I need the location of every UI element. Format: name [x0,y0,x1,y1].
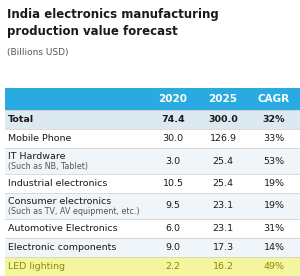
Text: 74.4: 74.4 [161,115,185,124]
Bar [5,257,300,276]
Bar [5,238,300,257]
Text: Automotive Electronics: Automotive Electronics [8,224,118,233]
Text: 23.1: 23.1 [212,224,234,233]
Text: 2020: 2020 [158,94,188,104]
Text: 31%: 31% [263,224,285,233]
Text: 10.5: 10.5 [163,179,184,188]
Bar [5,219,300,238]
Text: (Billions USD): (Billions USD) [7,48,68,57]
Text: 49%: 49% [263,262,284,271]
Text: (Such as TV, AV equipment, etc.): (Such as TV, AV equipment, etc.) [8,207,140,216]
Text: (Such as NB, Tablet): (Such as NB, Tablet) [8,162,88,171]
Text: 32%: 32% [263,115,285,124]
Bar [5,88,300,110]
Text: IT Hardware: IT Hardware [8,152,65,161]
Text: 33%: 33% [263,134,285,143]
Text: 25.4: 25.4 [212,156,233,166]
Bar [5,193,300,219]
Text: Industrial electronics: Industrial electronics [8,179,107,188]
Text: 53%: 53% [263,156,285,166]
Text: 25.4: 25.4 [212,179,233,188]
Text: Electronic components: Electronic components [8,243,116,252]
Text: CAGR: CAGR [258,94,290,104]
Text: Mobile Phone: Mobile Phone [8,134,71,143]
Text: 16.2: 16.2 [212,262,233,271]
Text: 300.0: 300.0 [208,115,238,124]
Text: 17.3: 17.3 [212,243,234,252]
Bar [5,174,300,193]
Text: 19%: 19% [263,179,284,188]
Text: 126.9: 126.9 [209,134,236,143]
Text: 9.5: 9.5 [166,201,181,211]
Text: Total: Total [8,115,34,124]
Text: 2025: 2025 [208,94,238,104]
Bar [5,110,300,129]
Text: Consumer electronics: Consumer electronics [8,197,111,206]
Text: 2.2: 2.2 [166,262,181,271]
Text: 19%: 19% [263,201,284,211]
Text: India electronics manufacturing
production value forecast: India electronics manufacturing producti… [7,8,219,38]
Text: LED lighting: LED lighting [8,262,65,271]
Text: 3.0: 3.0 [165,156,181,166]
Text: 6.0: 6.0 [166,224,181,233]
Text: 14%: 14% [263,243,284,252]
Bar [5,129,300,148]
Text: 23.1: 23.1 [212,201,234,211]
Text: 9.0: 9.0 [166,243,181,252]
Text: 30.0: 30.0 [162,134,184,143]
Bar [5,148,300,174]
